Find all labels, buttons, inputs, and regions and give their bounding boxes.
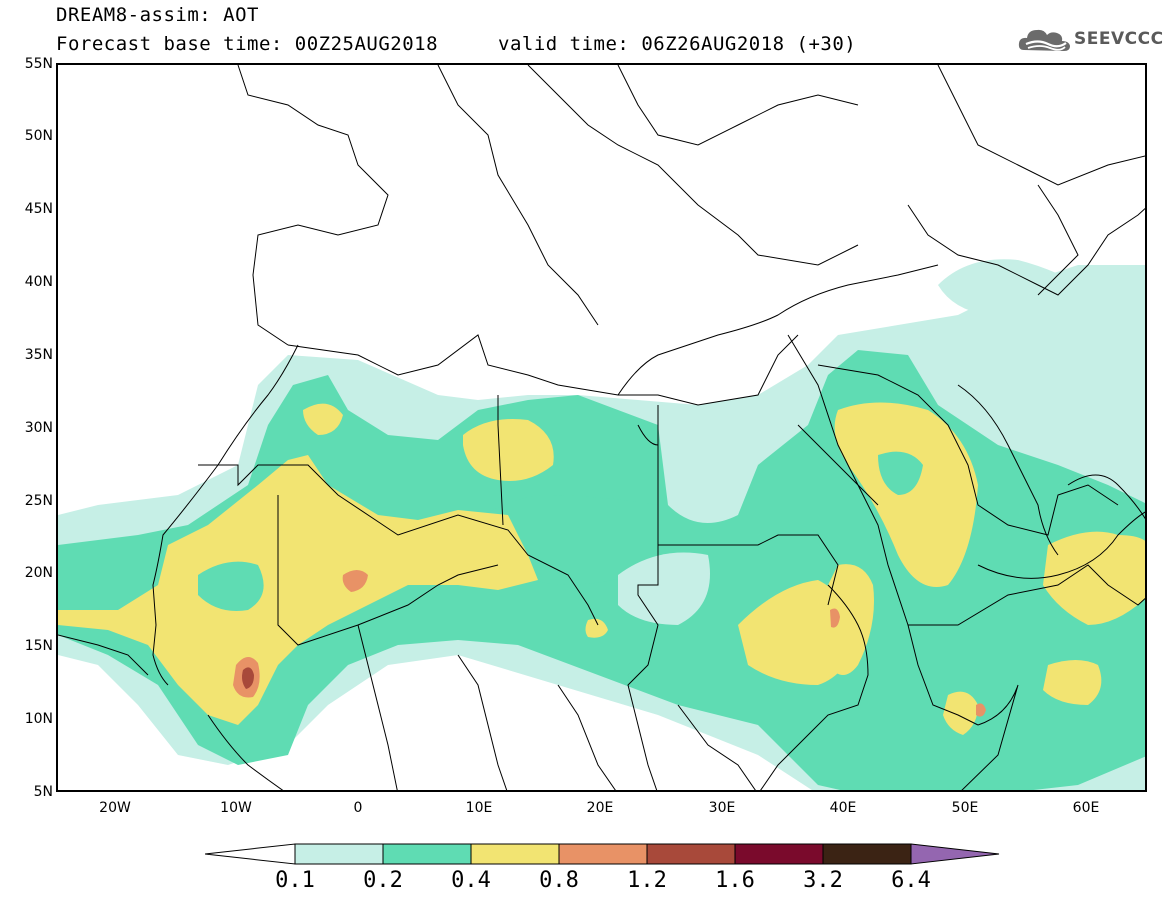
aot-map (58, 65, 1145, 790)
colorbar-swatch-7 (822, 843, 912, 865)
valid-time: valid time: 06Z26AUG2018 (+30) (498, 33, 857, 55)
seevccc-logo: SEEVCCC (1018, 24, 1163, 56)
colorbar-label-1-6: 1.6 (715, 868, 755, 893)
country-boundaries (58, 65, 1145, 790)
colorbar-swatch-5 (646, 843, 736, 865)
lat-label-45n: 45N (24, 201, 53, 217)
colorbar-label-6-4: 6.4 (891, 868, 931, 893)
map-panel (56, 63, 1147, 792)
lon-label-10w: 10W (220, 800, 252, 816)
aot-inner-green-patches (198, 451, 923, 611)
lat-label-30n: 30N (24, 420, 53, 436)
lon-label-10e: 10E (465, 800, 493, 816)
colorbar (205, 843, 1000, 865)
colorbar-swatch-3 (470, 843, 560, 865)
colorbar-swatch-4 (558, 843, 648, 865)
lat-label-20n: 20N (24, 565, 53, 581)
colorbar-swatch-6 (734, 843, 824, 865)
colorbar-label-0-8: 0.8 (539, 868, 579, 893)
map-title: DREAM8-assim: AOT (56, 4, 259, 26)
lat-label-50n: 50N (24, 128, 53, 144)
base-time: Forecast base time: 00Z25AUG2018 (56, 33, 439, 55)
colorbar-swatch-2 (382, 843, 472, 865)
aot-band-1-2 (242, 667, 254, 689)
lon-label-0: 0 (353, 800, 363, 816)
lat-label-40n: 40N (24, 274, 53, 290)
lat-label-25n: 25N (24, 493, 53, 509)
lon-label-40e: 40E (829, 800, 857, 816)
cloud-logo-icon (1018, 29, 1070, 51)
colorbar-swatch-1 (294, 843, 384, 865)
lat-label-5n: 5N (33, 784, 53, 800)
colorbar-label-0-2: 0.2 (363, 868, 403, 893)
colorbar-label-0-1: 0.1 (275, 868, 315, 893)
lat-label-15n: 15N (24, 638, 53, 654)
forecast-times: Forecast base time: 00Z25AUG2018 valid ti… (56, 33, 856, 55)
lat-label-10n: 10N (24, 711, 53, 727)
colorbar-min-arrow (205, 843, 296, 865)
lon-label-20e: 20E (586, 800, 614, 816)
colorbar-label-3-2: 3.2 (803, 868, 843, 893)
logo-text: SEEVCCC (1074, 29, 1164, 49)
lon-label-50e: 50E (951, 800, 979, 816)
lon-label-20w: 20W (99, 800, 131, 816)
lon-label-60e: 60E (1072, 800, 1100, 816)
colorbar-label-1-2: 1.2 (627, 868, 667, 893)
colorbar-max-arrow (910, 843, 1000, 865)
lat-label-55n: 55N (24, 56, 53, 72)
lon-label-30e: 30E (708, 800, 736, 816)
aot-band-0-4 (58, 402, 1145, 735)
aot-inner-light-patches (618, 259, 1098, 625)
lat-label-35n: 35N (24, 347, 53, 363)
colorbar-label-0-4: 0.4 (451, 868, 491, 893)
